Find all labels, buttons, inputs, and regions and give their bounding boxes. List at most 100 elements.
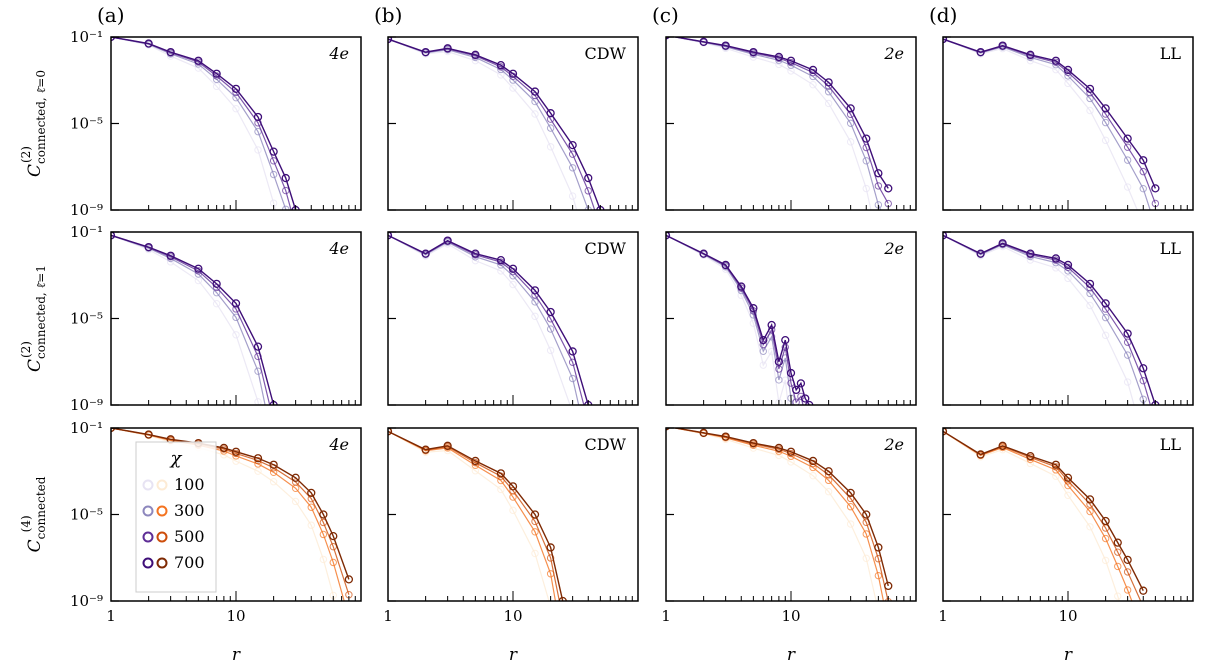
data-point-chi-700 — [998, 239, 1007, 248]
data-point-chi-500 — [597, 224, 603, 230]
data-point-chi-700 — [943, 428, 948, 436]
data-point-chi-700 — [666, 232, 671, 240]
plot-area — [943, 37, 1160, 210]
data-point-chi-700 — [496, 255, 506, 265]
series-line-chi-700 — [388, 38, 602, 210]
data-point-chi-100 — [319, 555, 328, 564]
data-point-chi-700 — [546, 307, 555, 317]
data-point-chi-100 — [862, 554, 870, 562]
data-point-chi-700 — [269, 147, 278, 156]
data-point-chi-100 — [270, 494, 276, 500]
data-point-chi-700 — [1139, 364, 1148, 373]
series-line-chi-100 — [388, 234, 571, 405]
series-line-chi-100 — [943, 430, 1120, 601]
data-point-chi-700 — [388, 232, 393, 240]
data-point-chi-700 — [508, 482, 518, 491]
x-tick-label: 10 — [781, 607, 800, 625]
panel-row3-c: 1 10 2e — [661, 427, 917, 625]
data-point-chi-100 — [862, 184, 870, 193]
data-point-chi-100 — [1114, 592, 1122, 600]
data-point-chi-100 — [307, 521, 315, 529]
data-point-chi-100 — [254, 467, 262, 475]
data-point-chi-100 — [291, 497, 300, 506]
data-point-chi-100 — [531, 110, 539, 118]
data-point-chi-500 — [802, 411, 808, 417]
series-line-chi-100 — [671, 37, 872, 210]
legend-marker-orange — [156, 531, 168, 543]
data-point-chi-100 — [875, 241, 881, 247]
series-line-chi-700 — [111, 234, 275, 405]
data-point-chi-100 — [1064, 79, 1072, 88]
data-point-chi-700 — [388, 428, 393, 436]
series-line-chi-100 — [666, 234, 789, 405]
series-line-chi-500 — [666, 234, 804, 405]
data-point-chi-100 — [269, 478, 278, 486]
data-point-chi-100 — [546, 143, 555, 151]
data-point-chi-100 — [531, 549, 539, 558]
data-point-chi-100 — [283, 245, 289, 251]
data-point-chi-700 — [194, 56, 203, 65]
data-point-chi-700 — [805, 400, 814, 405]
data-point-chi-500 — [269, 157, 278, 165]
data-point-chi-700 — [1139, 156, 1148, 165]
data-point-chi-700 — [253, 112, 263, 122]
y-tick-label: 10⁻⁵ — [70, 310, 103, 328]
data-point-chi-300 — [232, 452, 240, 460]
panel-label: CDW — [584, 435, 626, 454]
data-point-chi-300 — [1086, 507, 1094, 516]
data-point-chi-700 — [388, 37, 393, 44]
data-point-chi-300 — [846, 503, 855, 511]
data-point-chi-700 — [943, 232, 948, 240]
series-line-chi-700 — [111, 428, 350, 580]
data-point-chi-700 — [443, 441, 452, 450]
legend-marker-purple — [142, 557, 154, 569]
data-point-chi-700 — [568, 347, 577, 356]
data-point-chi-300 — [1086, 94, 1094, 103]
data-point-chi-300 — [1123, 351, 1132, 359]
panel-label: LL — [1160, 435, 1182, 454]
plot-area — [943, 428, 1148, 601]
data-point-chi-100 — [1123, 378, 1132, 386]
data-point-chi-700 — [212, 279, 221, 289]
series-line-chi-100 — [388, 38, 578, 210]
series-line-chi-100 — [943, 38, 1138, 210]
series-line-chi-300 — [388, 430, 557, 601]
data-point-chi-300 — [1064, 481, 1072, 490]
data-point-chi-300 — [793, 417, 799, 423]
data-point-chi-700 — [281, 173, 290, 183]
data-point-chi-700 — [1101, 516, 1110, 526]
data-point-chi-300 — [232, 313, 240, 322]
data-point-chi-700 — [721, 260, 730, 270]
legend-title: χ — [169, 448, 183, 469]
row-y-label: Cconnected, ℓ̄=1(2) — [19, 265, 48, 372]
plot-area — [943, 232, 1160, 405]
x-tick-label: 1 — [938, 607, 948, 625]
data-point-chi-700 — [1063, 65, 1073, 75]
series-line-chi-100 — [943, 234, 1135, 405]
data-point-chi-700 — [329, 531, 338, 541]
data-point-chi-300 — [346, 615, 352, 621]
data-point-chi-700 — [291, 473, 300, 482]
data-point-chi-700 — [584, 173, 593, 183]
data-point-chi-700 — [1085, 84, 1095, 94]
panel-label: 4e — [328, 44, 349, 63]
data-point-chi-700 — [1063, 260, 1073, 270]
series-line-chi-700 — [943, 38, 1157, 189]
data-point-chi-700 — [699, 249, 708, 258]
plot-area — [388, 37, 605, 230]
x-axis-label: r — [787, 645, 796, 665]
data-point-chi-100 — [875, 608, 881, 614]
panel-row1-d: LL — [942, 36, 1194, 211]
data-point-chi-700 — [1101, 104, 1110, 113]
data-point-chi-700 — [699, 428, 708, 437]
column-labels: (a) (b) (c) (d) — [97, 3, 957, 27]
data-point-chi-700 — [1113, 538, 1122, 547]
data-point-chi-700 — [530, 510, 540, 519]
data-point-chi-300 — [1101, 118, 1110, 127]
data-point-chi-700 — [1151, 184, 1160, 193]
data-point-chi-700 — [792, 385, 801, 395]
data-point-chi-300 — [862, 157, 870, 165]
data-point-chi-100 — [212, 299, 221, 308]
data-point-chi-100 — [509, 84, 517, 92]
data-point-chi-700 — [943, 37, 948, 44]
